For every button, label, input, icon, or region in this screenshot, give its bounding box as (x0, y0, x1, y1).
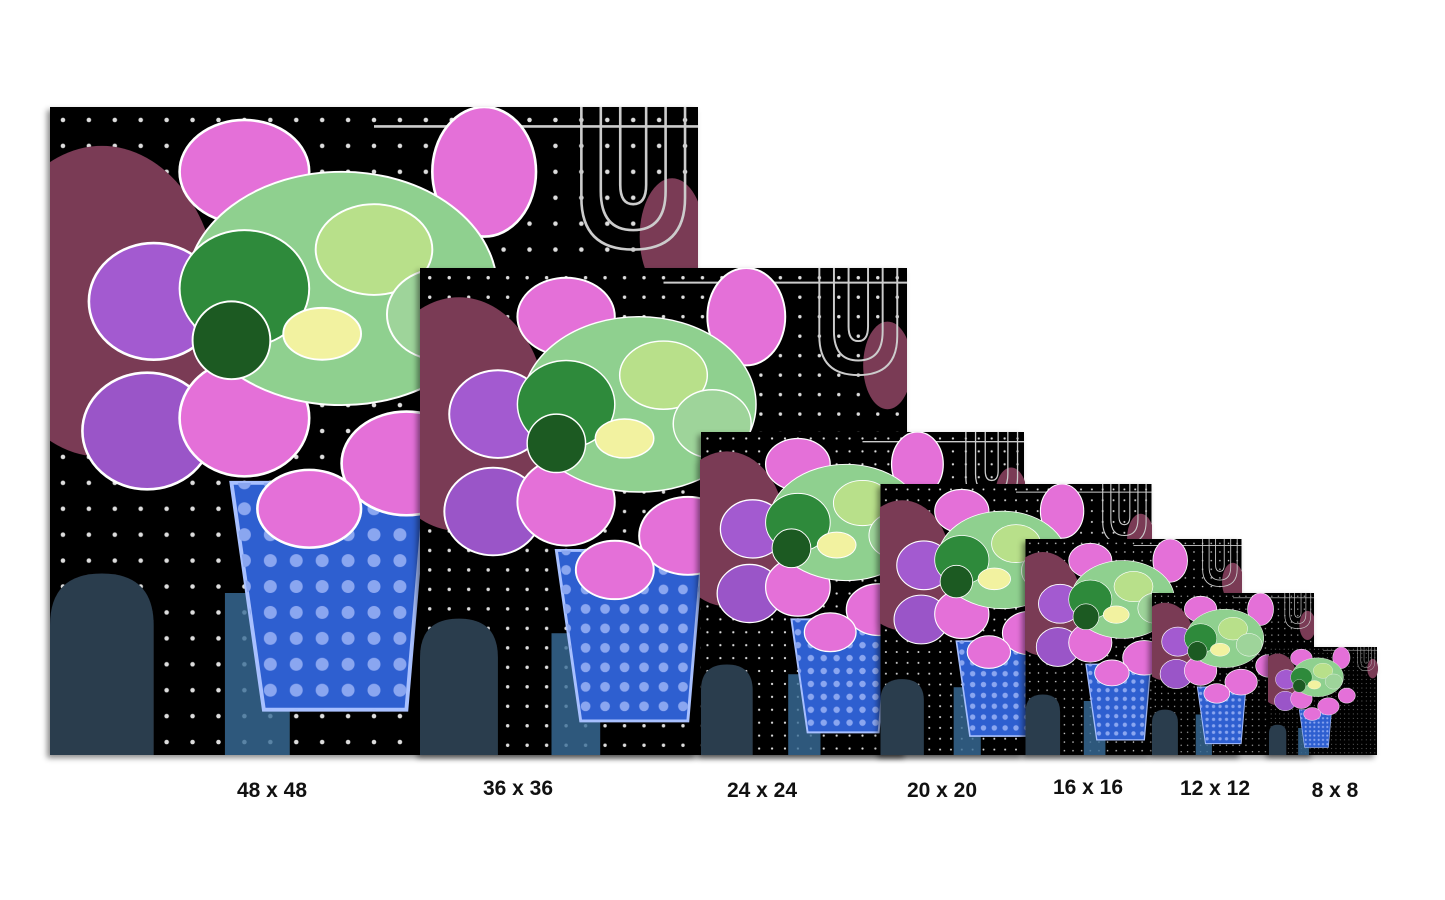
size-label: 8 x 8 (1312, 779, 1359, 802)
size-label: 12 x 12 (1180, 777, 1250, 800)
size-label: 36 x 36 (483, 777, 553, 800)
size-label: 24 x 24 (727, 779, 797, 802)
canvas-prints (0, 107, 1378, 755)
size-label: 20 x 20 (907, 779, 977, 802)
size-label: 16 x 16 (1053, 776, 1123, 799)
size-label: 48 x 48 (237, 779, 307, 802)
size-labels: 48 x 48 36 x 36 24 x 24 20 x 20 16 x 16 … (237, 776, 1359, 802)
print-8 (1268, 647, 1378, 755)
